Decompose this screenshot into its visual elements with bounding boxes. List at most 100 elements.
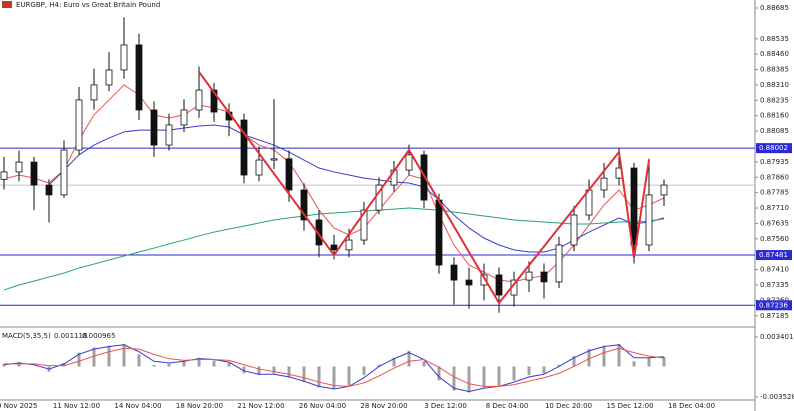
candle-body [105, 69, 113, 86]
y-tick-label: 0.88685 [760, 4, 789, 12]
macd-value: 0.001118 [54, 332, 87, 340]
y-tick-label: 0.87860 [760, 173, 789, 181]
y-tick-label: 0.87410 [760, 266, 789, 274]
macd-value: 0.000965 [82, 332, 115, 340]
candle-body [90, 84, 98, 101]
level-label-bg [756, 300, 792, 311]
macd-bar [92, 347, 96, 367]
candle-body [15, 161, 23, 173]
x-tick-label: 11 Nov 12:00 [53, 402, 100, 410]
macd-bar [317, 366, 321, 388]
macd-bar [392, 357, 396, 367]
macd-bar [542, 366, 546, 374]
candle-body [165, 124, 173, 146]
macd-bar [422, 361, 426, 367]
y-tick-label: 0.88385 [760, 66, 789, 74]
candle-body [420, 154, 428, 201]
moving-average [3, 84, 665, 283]
moving-average [3, 207, 665, 291]
candle-body [570, 214, 578, 246]
y-tick-label: 0.87335 [760, 281, 789, 289]
candle-body [330, 244, 338, 251]
candle-body [240, 119, 248, 176]
level-label: 0.88002 [759, 144, 788, 152]
candle-body [315, 219, 323, 246]
candle-body [45, 184, 53, 196]
x-tick-label: 18 Dec 04:00 [668, 402, 715, 410]
y-tick-label: 0.88085 [760, 127, 789, 135]
macd-bar [182, 361, 186, 367]
macd-bar [122, 343, 126, 367]
macd-bar [467, 366, 471, 393]
y-tick-label: 0.88235 [760, 96, 789, 104]
candle-body [555, 244, 563, 283]
macd-bar [602, 345, 606, 367]
candle-body [630, 167, 638, 246]
macd-bar [347, 366, 351, 386]
macd-bar [587, 349, 591, 367]
macd-bar [197, 357, 201, 367]
y-tick-label: -0.003528 [760, 393, 794, 401]
x-tick-label: 18 Nov 20:00 [176, 402, 223, 410]
candle-body [135, 44, 143, 111]
candle-body [210, 89, 218, 113]
candle-body [270, 158, 278, 161]
macd-bar [332, 366, 336, 389]
y-tick-label: 0.88310 [760, 81, 789, 89]
macd-bar [362, 366, 366, 376]
candle-body [180, 109, 188, 126]
x-tick-label: 14 Nov 04:00 [114, 402, 161, 410]
candle-body [300, 189, 308, 221]
candle-body [660, 184, 668, 196]
candle-body [360, 209, 368, 241]
x-tick-label: 26 Nov 04:00 [299, 402, 346, 410]
candle-body [0, 171, 8, 180]
macd-bar [617, 343, 621, 367]
macd-bar [152, 364, 156, 367]
y-tick-label: 0.87635 [760, 219, 789, 227]
candle-body [75, 99, 83, 151]
y-tick-label: 0.003401 [760, 333, 793, 341]
candle-body [30, 161, 38, 186]
candle-body [465, 279, 473, 286]
level-label-bg [756, 143, 792, 154]
candle-body [480, 274, 488, 286]
y-tick-label: 0.87935 [760, 158, 789, 166]
y-tick-label: 0.88535 [760, 35, 789, 43]
zigzag [198, 71, 650, 305]
y-tick-label: 0.88160 [760, 112, 789, 120]
x-tick-label: 3 Dec 12:00 [424, 402, 467, 410]
macd-bar [377, 364, 381, 367]
x-tick-label: 10 Dec 20:00 [545, 402, 592, 410]
macd-bar [62, 363, 66, 367]
chart-title: EURGBP, H4: Euro vs Great Britain Pound [16, 1, 160, 9]
macd-bar [77, 352, 81, 367]
macd-bar [662, 356, 666, 367]
y-tick-label: 0.88460 [760, 50, 789, 58]
x-tick-label: 10 Nov 2025 [0, 402, 37, 410]
candle-body [405, 154, 413, 171]
macd-bar [272, 366, 276, 374]
macd-bar [212, 360, 216, 367]
macd-line [4, 347, 665, 387]
macd-bar [2, 363, 6, 367]
y-tick-label: 0.87785 [760, 189, 789, 197]
macd-bar [527, 366, 531, 376]
x-tick-label: 21 Nov 12:00 [237, 402, 284, 410]
macd-title: MACD(5,35,5) [2, 332, 51, 340]
macd-bar [107, 345, 111, 367]
macd-bar [452, 366, 456, 391]
candle-body [525, 271, 533, 281]
candle-body [285, 158, 293, 191]
macd-bar [632, 361, 636, 367]
candle-body [255, 159, 263, 176]
symbol-icon [2, 1, 12, 8]
macd-bar [167, 363, 171, 367]
macd-bar [512, 366, 516, 381]
y-tick-label: 0.87560 [760, 235, 789, 243]
macd-bar [137, 354, 141, 367]
candle-body [600, 177, 608, 191]
macd-bar [497, 366, 501, 386]
x-tick-label: 8 Dec 04:00 [486, 402, 529, 410]
